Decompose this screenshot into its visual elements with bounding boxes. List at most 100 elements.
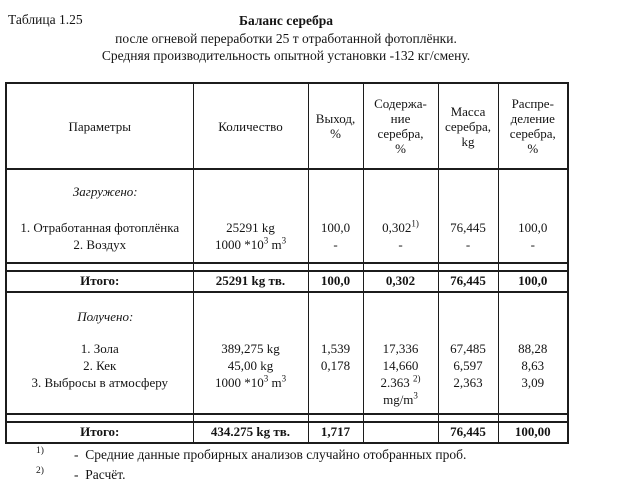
empty-cell: [437, 292, 499, 309]
empty-cell: [192, 184, 309, 200]
value: m: [268, 375, 282, 390]
value: 2.363: [380, 375, 413, 390]
total-row-received: Итого: 434.275 kg тв. 1,717 76,445 100,0…: [5, 421, 569, 444]
cell-quantity: 1000 *103 m3: [192, 235, 309, 254]
empty-cell: [307, 292, 364, 309]
superscript: 3: [413, 390, 418, 401]
cell-parameter: 1. Отработанная фотоплёнка: [5, 220, 194, 237]
empty-cell: [5, 169, 194, 184]
empty-cell: [362, 262, 439, 271]
cell-quantity: 389,275 kg: [192, 341, 309, 358]
cell-yield: 100,0: [307, 220, 364, 237]
empty-cell: [307, 309, 364, 325]
empty-cell: [497, 254, 569, 263]
value: 1000 *10: [214, 375, 264, 390]
cell-silver-distribution: 88,28: [497, 341, 569, 358]
page-title: Баланс серебра: [239, 13, 333, 28]
cell-silver-mass: 76,445: [437, 270, 499, 293]
title-block: Баланс серебра после огневой переработки…: [5, 12, 567, 65]
empty-cell: [192, 325, 309, 341]
empty-cell: [192, 392, 309, 409]
column-header-silver-mass: Масса серебра, kg: [437, 83, 499, 170]
value: 0,302: [382, 220, 412, 235]
cell-quantity: 1000 *103 m3: [192, 373, 309, 392]
empty-cell: [192, 169, 309, 184]
footnote-2-marker: 2): [36, 466, 44, 476]
empty-cell: [437, 413, 499, 422]
empty-cell: [307, 262, 364, 271]
empty-cell: [5, 200, 194, 220]
empty-cell: [437, 262, 499, 271]
empty-cell: [437, 184, 499, 200]
empty-cell: [437, 325, 499, 341]
cell-total-label: Итого:: [5, 270, 194, 293]
cell-yield: 1,717: [307, 421, 364, 444]
cell-yield: 0,178: [307, 358, 364, 375]
cell-silver-mass: 76,445: [437, 421, 499, 444]
footnote-1: 1) - Средние данные пробирных анализов с…: [36, 446, 466, 463]
cell-silver-content: 14,660: [362, 358, 439, 375]
cell-silver-distribution: 3,09: [497, 375, 569, 392]
table-number-label: Таблица 1.25: [8, 12, 83, 27]
cell-quantity: 45,00 kg: [192, 358, 309, 375]
empty-cell: [307, 392, 364, 409]
cell-silver-content: 0,302: [362, 270, 439, 293]
table-row-received-ash: 1. Зола 389,275 kg 1,539 17,336 67,485 8…: [5, 341, 569, 358]
empty-cell: [5, 254, 194, 263]
cell-silver-content: 2.363 2): [362, 374, 439, 392]
section-label-row-loaded: Загружено:: [5, 184, 569, 200]
footnote-2: 2) - Расчёт.: [36, 466, 466, 483]
superscript: 3: [263, 235, 269, 246]
cell-silver-distribution: 100,0: [497, 270, 569, 293]
subtitle-line-2: Средняя производительность опытной устан…: [101, 48, 471, 63]
empty-cell: [192, 262, 309, 271]
cell-yield: 100,0: [307, 270, 364, 293]
spacer-row: [5, 200, 569, 220]
empty-cell: [307, 413, 364, 422]
empty-cell: [362, 200, 439, 220]
table-row-received-emissions: 3. Выбросы в атмосферу 1000 *103 m3 2.36…: [5, 373, 569, 392]
section-label-loaded: Загружено:: [5, 184, 194, 200]
superscript: 3: [281, 373, 287, 384]
empty-cell: [192, 254, 309, 263]
value: m: [268, 237, 282, 252]
cell-yield: [307, 375, 364, 392]
subtitle-line-1: после огневой переработки 25 т отработан…: [115, 30, 457, 46]
empty-cell: [437, 169, 499, 184]
spacer-row: [5, 254, 569, 263]
cell-silver-content-units: mg/m3: [362, 390, 439, 409]
double-rule-gap-row: [5, 262, 569, 271]
empty-cell: [437, 309, 499, 325]
cell-silver-distribution: 100,0: [497, 220, 569, 237]
empty-cell: [362, 325, 439, 341]
cell-silver-content: -: [362, 237, 439, 254]
cell-yield: 1,539: [307, 341, 364, 358]
cell-parameter: 1. Зола: [5, 341, 194, 358]
empty-cell: [437, 200, 499, 220]
footnote-ref-1: 1): [411, 218, 419, 229]
empty-cell: [497, 184, 569, 200]
empty-cell: [497, 169, 569, 184]
cell-silver-mass: -: [437, 237, 499, 254]
empty-cell: [362, 309, 439, 325]
value: 1000 *10: [214, 237, 264, 252]
empty-cell: [497, 413, 569, 422]
table-row-loaded-air: 2. Воздух 1000 *103 m3 - - - -: [5, 235, 569, 254]
empty-cell: [5, 292, 194, 309]
cell-silver-mass: 76,445: [437, 220, 499, 237]
cell-parameter: 2. Воздух: [5, 237, 194, 254]
column-header-silver-distribution: Распре- деление серебра, %: [497, 83, 569, 170]
column-header-quantity: Количество: [192, 83, 309, 170]
total-row-loaded: Итого: 25291 kg тв. 100,0 0,302 76,445 1…: [5, 270, 569, 293]
table-header-row: Параметры Количество Выход, % Содержа- н…: [5, 83, 569, 170]
cell-silver-mass: 2,363: [437, 375, 499, 392]
empty-cell: [307, 200, 364, 220]
empty-cell: [192, 413, 309, 422]
cell-total-label: Итого:: [5, 421, 194, 444]
cell-silver-content: [362, 421, 439, 444]
cell-parameter: 3. Выбросы в атмосферу: [5, 375, 194, 392]
empty-cell: [5, 392, 194, 409]
spacer-row: [5, 409, 569, 414]
empty-cell: [497, 262, 569, 271]
table-row-received-cake: 2. Кек 45,00 kg 0,178 14,660 6,597 8,63: [5, 358, 569, 375]
